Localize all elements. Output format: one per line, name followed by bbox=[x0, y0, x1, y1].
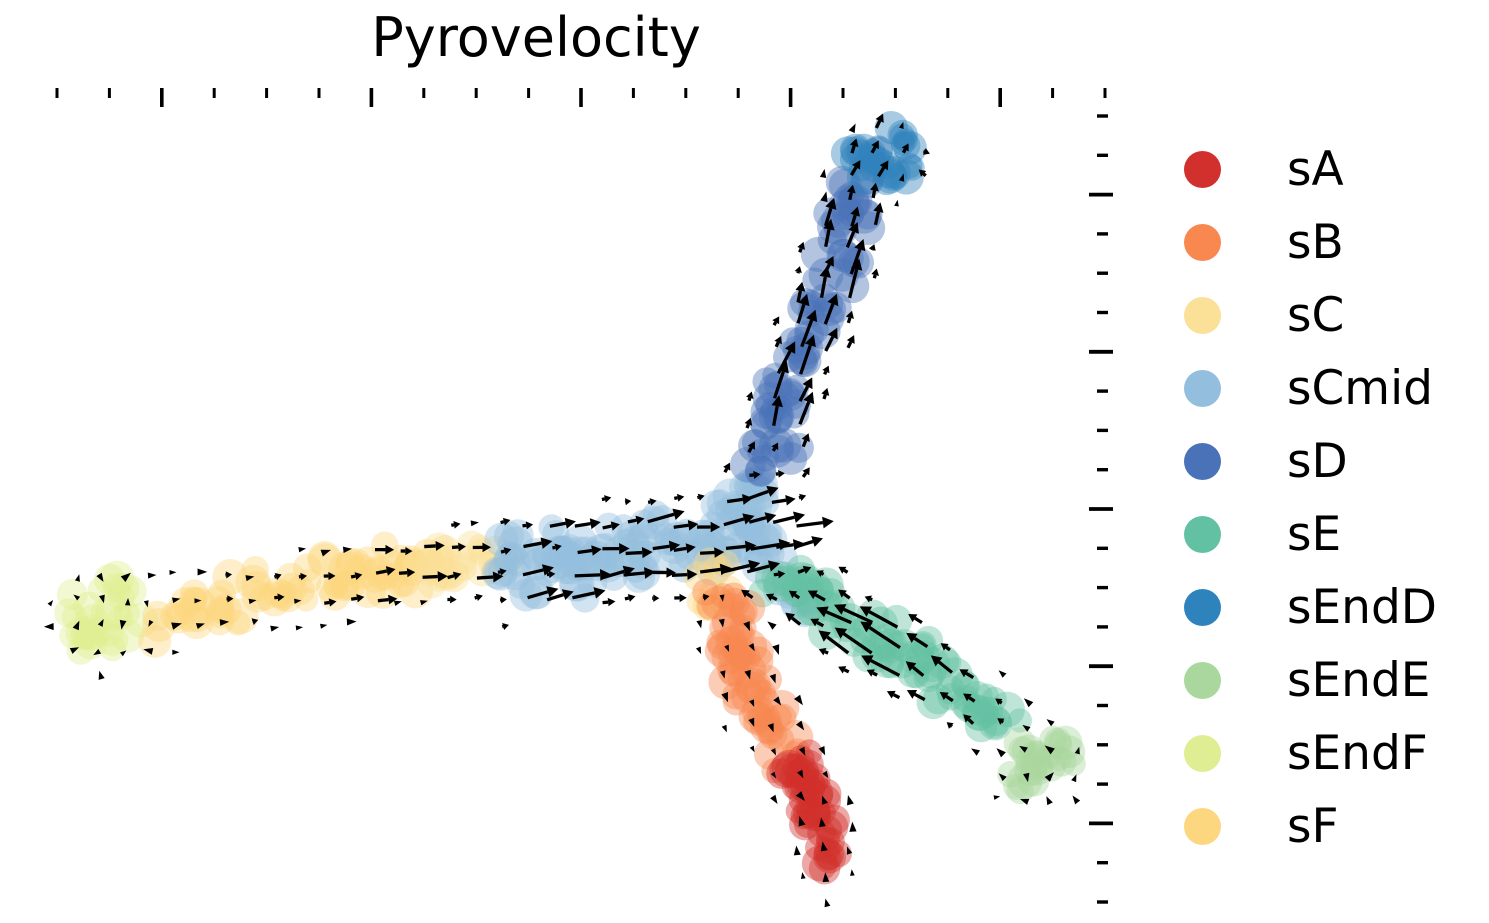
branch-sB bbox=[692, 578, 814, 784]
velocity-arrows bbox=[43, 113, 1081, 908]
legend-item-sC: sC bbox=[1184, 279, 1437, 352]
branch-sEndD bbox=[830, 110, 927, 196]
legend-label: sE bbox=[1287, 507, 1342, 562]
legend-swatch-icon bbox=[1184, 151, 1221, 188]
scatter-points bbox=[54, 110, 1086, 885]
legend-item-sEndE: sEndE bbox=[1184, 644, 1437, 717]
legend-swatch-icon bbox=[1184, 370, 1221, 407]
legend-label: sEndF bbox=[1287, 726, 1428, 781]
top-axis-ticks bbox=[55, 88, 1107, 107]
legend-label: sF bbox=[1287, 799, 1339, 854]
legend-swatch-icon bbox=[1184, 589, 1221, 626]
right-axis-ticks bbox=[1089, 114, 1113, 904]
chart-title: Pyrovelocity bbox=[371, 6, 701, 69]
legend-item-sA: sA bbox=[1184, 133, 1437, 206]
legend-item-sEndF: sEndF bbox=[1184, 717, 1437, 790]
branch-sF bbox=[138, 531, 461, 658]
branch-sE bbox=[748, 554, 1032, 743]
legend-label: sA bbox=[1287, 142, 1344, 197]
legend-swatch-icon bbox=[1184, 443, 1221, 480]
branch-sEndE bbox=[997, 725, 1086, 804]
legend-swatch-icon bbox=[1184, 224, 1221, 261]
legend-item-sE: sE bbox=[1184, 498, 1437, 571]
legend-item-sB: sB bbox=[1184, 206, 1437, 279]
legend-swatch-icon bbox=[1184, 735, 1221, 772]
legend-label: sEndD bbox=[1287, 580, 1437, 635]
legend-label: sCmid bbox=[1287, 361, 1433, 416]
legend-swatch-icon bbox=[1184, 297, 1221, 334]
legend-swatch-icon bbox=[1184, 808, 1221, 845]
legend: sA sB sC sCmid sD sE sEndD sEndE sEndF sF bbox=[1184, 133, 1437, 863]
legend-item-sF: sF bbox=[1184, 790, 1437, 863]
legend-item-sCmid: sCmid bbox=[1184, 352, 1437, 425]
legend-swatch-icon bbox=[1184, 662, 1221, 699]
legend-swatch-icon bbox=[1184, 516, 1221, 553]
legend-label: sB bbox=[1287, 215, 1344, 270]
legend-label: sD bbox=[1287, 434, 1348, 489]
legend-item-sEndD: sEndD bbox=[1184, 571, 1437, 644]
branch-sA bbox=[766, 739, 852, 885]
legend-label: sC bbox=[1287, 288, 1345, 343]
legend-label: sEndE bbox=[1287, 653, 1431, 708]
legend-item-sD: sD bbox=[1184, 425, 1437, 498]
